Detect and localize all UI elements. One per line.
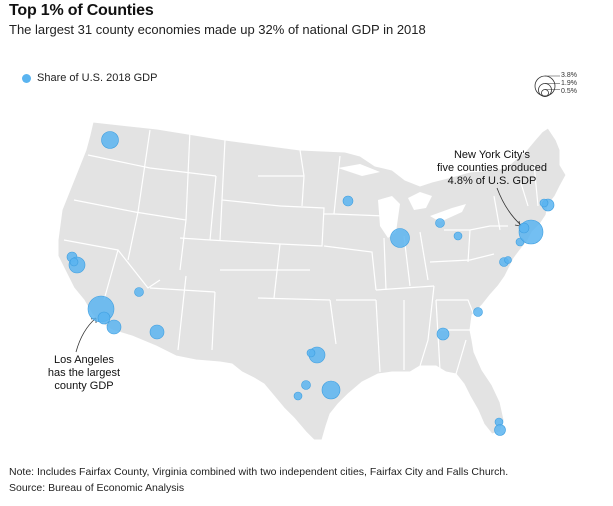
- size-legend-label-large: 3.8%: [561, 72, 577, 79]
- annotation-la-line1: Los Angeles: [54, 354, 114, 366]
- annotation-ny-line2: five counties produced: [436, 162, 548, 174]
- lake-michigan-icon: [378, 196, 400, 238]
- lake-superior-icon: [338, 164, 380, 176]
- bubble-harris[interactable]: [321, 380, 341, 400]
- bubble-wayne[interactable]: [435, 218, 445, 228]
- bubble-cook[interactable]: [390, 228, 410, 248]
- bubble-mecklenburg[interactable]: [473, 307, 483, 317]
- legend-swatch: [22, 73, 31, 83]
- lake-huron-icon: [408, 192, 432, 210]
- lake-erie-icon: [430, 204, 466, 222]
- bubble-san-diego[interactable]: [106, 319, 122, 335]
- color-legend: Share of U.S. 2018 GDP: [22, 72, 157, 84]
- annotation-ny-line3: 4.8% of U.S. GDP: [447, 175, 537, 187]
- chart-subtitle: The largest 31 county economies made up …: [9, 22, 426, 37]
- bubble-bergen[interactable]: [518, 222, 530, 234]
- annotation-ny-line1: New York City's: [453, 149, 531, 161]
- bubble-maricopa[interactable]: [149, 324, 165, 340]
- bubble-clark-nv[interactable]: [134, 287, 144, 297]
- bubble-bexar[interactable]: [293, 391, 303, 401]
- annotation-la-line2: has the largest: [47, 367, 121, 379]
- bubble-dc[interactable]: [504, 256, 512, 264]
- annotation-new-york: New York City's five counties produced 4…: [432, 149, 552, 188]
- bubble-middlesex-ma[interactable]: [539, 198, 549, 208]
- bubble-alameda[interactable]: [69, 257, 79, 267]
- size-legend: 3.8% 1.9% 0.5%: [530, 72, 605, 108]
- state-borders: [63, 129, 539, 375]
- bubble-hennepin[interactable]: [342, 195, 354, 207]
- footer-note: Note: Includes Fairfax County, Virginia …: [9, 466, 509, 478]
- la-leader-line: [75, 317, 97, 353]
- annotation-la-line3: county GDP: [54, 380, 114, 392]
- bubble-travis[interactable]: [301, 380, 311, 390]
- chart-title: Top 1% of Counties: [9, 2, 154, 19]
- size-legend-label-small: 0.5%: [561, 88, 577, 95]
- bubble-king-wa[interactable]: [101, 131, 119, 149]
- bubble-tarrant[interactable]: [306, 348, 316, 358]
- bubble-fulton[interactable]: [436, 327, 450, 341]
- bubble-allegheny[interactable]: [453, 231, 463, 241]
- size-legend-circles: [534, 75, 560, 97]
- footer-source: Source: Bureau of Economic Analysis: [9, 482, 185, 494]
- size-legend-label-medium: 1.9%: [561, 80, 577, 87]
- bubble-orange[interactable]: [97, 311, 111, 325]
- legend-label: Share of U.S. 2018 GDP: [37, 72, 158, 84]
- ny-leader-line: [496, 187, 523, 227]
- bubble-miami-dade[interactable]: [494, 424, 506, 436]
- annotation-los-angeles: Los Angeles has the largest county GDP: [34, 354, 134, 393]
